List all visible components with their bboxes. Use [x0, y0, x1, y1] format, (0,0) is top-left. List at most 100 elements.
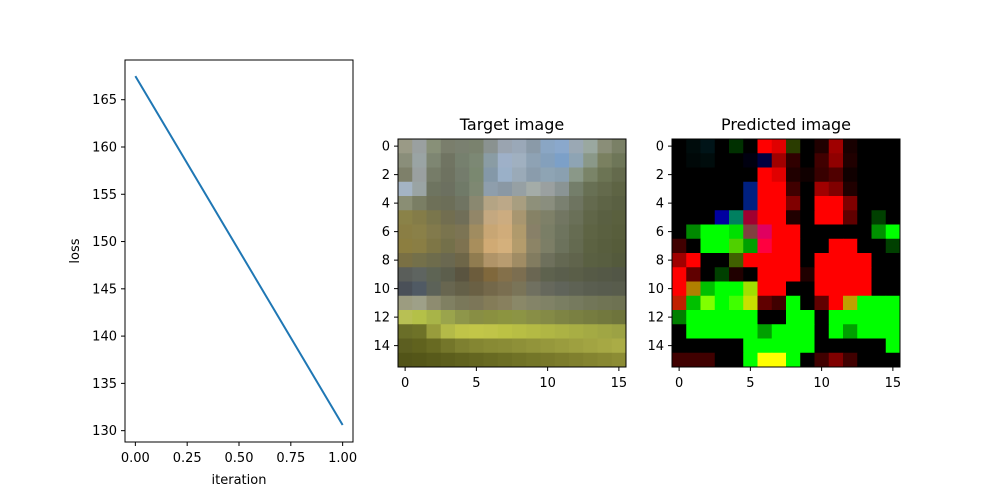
target-image-x-tick-label: 10 [539, 376, 556, 391]
target-image-pixel [597, 324, 613, 339]
predicted-image-pixel [857, 210, 872, 225]
predicted-image-pixel [843, 139, 858, 154]
y-tick-label: 130 [92, 424, 117, 439]
predicted-image-pixel [857, 238, 872, 254]
predicted-image-pixel [814, 352, 830, 368]
target-image-pixel [554, 196, 570, 211]
predicted-image-pixel [757, 196, 773, 211]
predicted-image-pixel [857, 139, 872, 154]
predicted-image-pixel [757, 139, 773, 154]
target-image-pixel [398, 324, 413, 339]
predicted-image-pixel [828, 238, 844, 254]
predicted-image-pixel [700, 267, 716, 282]
target-image-pixel [611, 167, 627, 183]
target-image-pixel [526, 267, 541, 282]
target-image-pixel [526, 338, 541, 354]
target-image-pixel [569, 153, 584, 168]
target-image-pixel [426, 253, 442, 268]
predicted-image-pixel [857, 338, 872, 354]
x-tick-label: 0.00 [121, 451, 150, 466]
predicted-image-pixel [814, 196, 830, 211]
target-image-pixel [412, 253, 427, 268]
predicted-image-frame [671, 138, 901, 368]
predicted-image-pixel [871, 310, 887, 325]
predicted-image-pixel [743, 153, 758, 168]
target-image-pixel [455, 338, 470, 354]
predicted-image-title: Predicted image [721, 115, 851, 134]
target-image-pixel [526, 295, 541, 311]
predicted-image-pixel [743, 238, 758, 254]
predicted-image-pixel [828, 310, 844, 325]
target-image-pixel [554, 210, 570, 225]
predicted-image-pixel [714, 295, 730, 311]
target-image-pixel [569, 167, 584, 183]
target-image-pixel [512, 181, 527, 197]
target-image-panel: Target image 0 5 10 15 0 2 4 6 8 10 12 14 [373, 115, 627, 391]
predicted-image-pixel [672, 267, 687, 282]
predicted-image-pixel [686, 196, 701, 211]
predicted-image-pixel [800, 281, 815, 297]
target-image-pixel [583, 310, 598, 325]
target-image-pixel [412, 153, 427, 168]
predicted-image-pixel [814, 210, 830, 225]
predicted-image-pixel [814, 253, 830, 268]
predicted-image-pixel [800, 253, 815, 268]
target-image-pixel [540, 224, 556, 240]
target-image-pixel [569, 181, 584, 197]
target-image-y-tick-label: 0 [382, 140, 390, 155]
target-image-pixel [497, 295, 513, 311]
predicted-image-pixel [672, 196, 687, 211]
predicted-image-pixel [757, 253, 773, 268]
predicted-image-pixel [843, 338, 858, 354]
y-tick-label: 160 [92, 140, 117, 155]
predicted-image-pixel [743, 139, 758, 154]
predicted-image-pixel [714, 224, 730, 240]
predicted-image-pixel [843, 295, 858, 311]
y-tick-label: 140 [92, 330, 117, 345]
target-image-pixel [469, 210, 484, 225]
predicted-image-pixel [672, 238, 687, 254]
predicted-image-pixel [672, 224, 687, 240]
predicted-image-pixel [828, 338, 844, 354]
target-image-pixel [469, 281, 484, 297]
predicted-image-pixel [857, 253, 872, 268]
target-image-pixel [526, 253, 541, 268]
predicted-image-pixel [786, 153, 801, 168]
target-image-pixel [583, 153, 598, 168]
predicted-image-pixel [700, 167, 716, 183]
target-image-pixel [497, 224, 513, 240]
predicted-image-pixel [885, 310, 901, 325]
target-image-pixel [398, 167, 413, 183]
predicted-image-pixel [828, 324, 844, 339]
predicted-image-pixel [729, 153, 744, 168]
target-image-pixel [483, 210, 499, 225]
predicted-image-pixel [857, 181, 872, 197]
predicted-image-pixel [771, 352, 787, 368]
target-image-pixel [611, 295, 627, 311]
predicted-image-pixel [700, 338, 716, 354]
predicted-image-pixel [814, 153, 830, 168]
predicted-image-pixel [857, 224, 872, 240]
target-image-pixel [398, 210, 413, 225]
target-image-pixel [483, 324, 499, 339]
target-image-pixel [398, 352, 413, 368]
predicted-image-pixel [800, 267, 815, 282]
target-image-pixel [440, 338, 456, 354]
predicted-image-pixel [700, 295, 716, 311]
target-image-pixel [611, 224, 627, 240]
target-image-pixel [540, 253, 556, 268]
target-image-pixel [526, 139, 541, 154]
target-image-pixel [540, 295, 556, 311]
predicted-image-pixel [828, 196, 844, 211]
target-image-pixel [398, 281, 413, 297]
target-image-pixel [440, 267, 456, 282]
loss-plot: 0.00 0.25 0.50 0.75 1.00 130 135 140 145 150 155 16… [68, 59, 357, 488]
predicted-image-pixel [871, 210, 887, 225]
target-image-pixel [512, 196, 527, 211]
predicted-image-pixel [757, 224, 773, 240]
predicted-image-pixel [729, 181, 744, 197]
target-image-pixel [611, 338, 627, 354]
predicted-image-pixel [743, 352, 758, 368]
target-image-pixel [569, 139, 584, 154]
target-image-pixel [412, 352, 427, 368]
